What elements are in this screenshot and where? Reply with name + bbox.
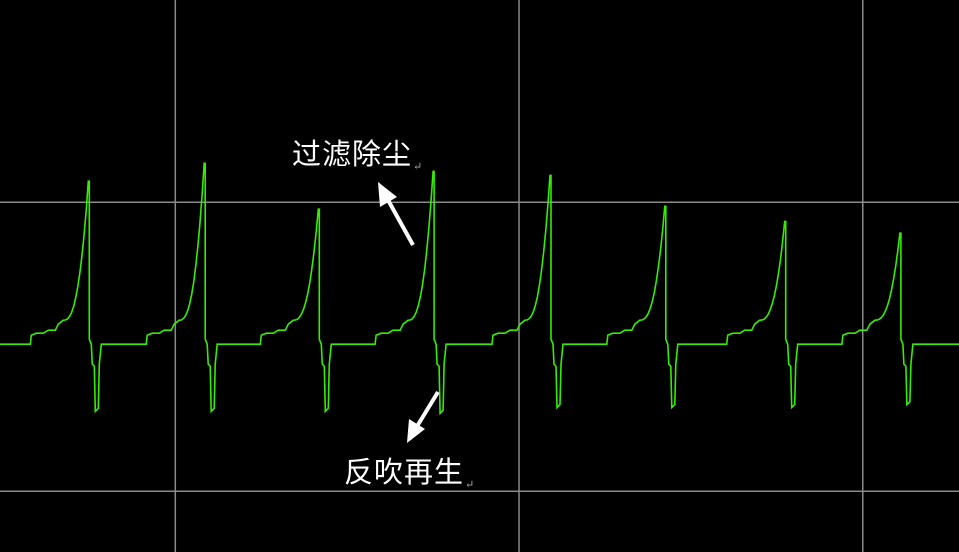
arrow-reverse-blow-regeneration bbox=[407, 390, 440, 443]
waveform-series-line bbox=[0, 162, 959, 416]
annotation-filter-dust-removal: 过滤除尘↵ bbox=[292, 137, 424, 173]
arrow-filter-dust-removal bbox=[378, 182, 415, 246]
annotation-reverse-blow-regeneration: 反吹再生↵ bbox=[344, 455, 476, 491]
